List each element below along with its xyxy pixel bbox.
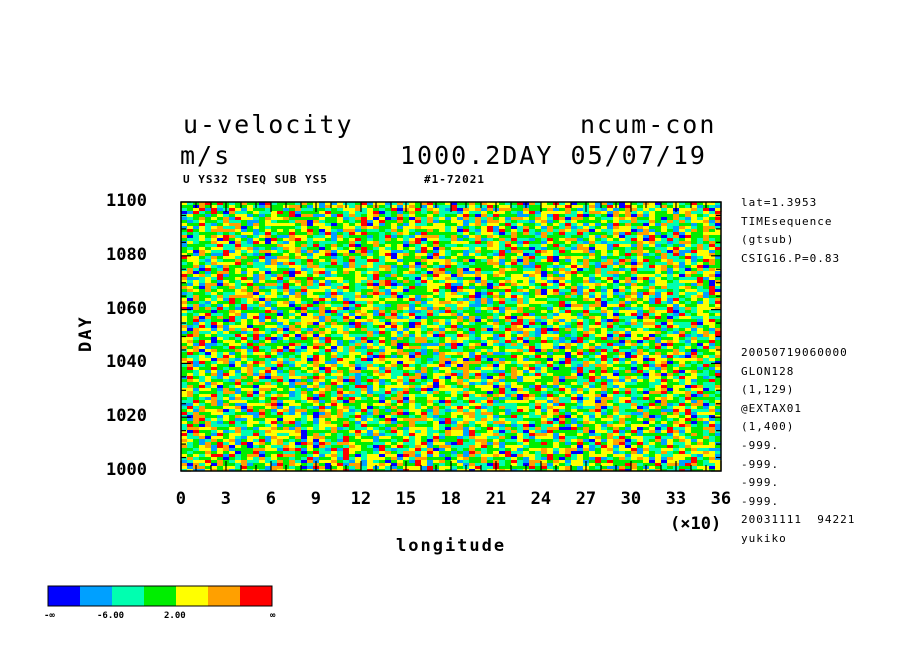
side-info-line: (gtsub): [741, 233, 795, 247]
colorbar-label: 2.00: [164, 611, 186, 621]
side-info-line: (1,400): [741, 420, 795, 434]
side-info-line: TIMEsequence: [741, 214, 833, 228]
side-info-line: (1,129): [741, 383, 795, 397]
y-tick-label: 1000: [106, 460, 147, 480]
axis-ticks: [180, 201, 722, 472]
side-info-line: lat=1.3953: [741, 196, 818, 209]
side-info-line: 20031111 94221: [741, 513, 856, 527]
x-multiplier-label: (×10): [670, 514, 722, 534]
colorbar-swatch: [144, 586, 176, 606]
side-info-line: 20050719060000: [741, 346, 848, 359]
y-tick-label: 1080: [106, 244, 147, 265]
side-info-line: -999.: [741, 476, 780, 490]
colorbar-label: ∞: [270, 611, 276, 621]
side-info-line: CSIG16.P=0.83: [741, 251, 841, 265]
time-stamp: 1000.2DAY 05/07/19: [400, 141, 707, 170]
colorbar-label: -6.00: [97, 611, 124, 621]
y-tick-label: 1060: [106, 298, 147, 319]
colorbar-swatch: [176, 586, 208, 606]
colorbar-swatch: [208, 586, 240, 606]
x-tick-label: 36: [710, 489, 732, 509]
units-label: m/s: [180, 141, 232, 170]
colorbar-label: -∞: [44, 611, 55, 621]
side-info-line: GLON128: [741, 364, 795, 378]
side-info-line: -999.: [741, 457, 780, 471]
chart-title: u-velocity: [183, 110, 354, 139]
colorbar-swatch: [112, 586, 144, 606]
colorbar-swatch: [48, 586, 80, 606]
y-tick-label: 1040: [106, 352, 147, 373]
side-info-line: yukiko: [741, 532, 787, 545]
x-tick-label: 9: [310, 489, 322, 509]
x-tick-label: 18: [440, 489, 462, 509]
side-info-line: @EXTAX01: [741, 401, 802, 415]
x-axis-label: longitude: [396, 536, 507, 556]
colorbar-swatch: [240, 586, 272, 606]
x-tick-label: 0: [175, 489, 187, 509]
x-tick-label: 30: [620, 489, 642, 509]
x-tick-label: 3: [220, 489, 232, 509]
variable-descriptor: U YS32 TSEQ SUB YS5: [183, 173, 328, 186]
y-axis-label: DAY: [76, 315, 96, 352]
colorbar: -∞ -6.00 2.00 ∞: [44, 585, 276, 621]
side-info-line: -999.: [741, 494, 780, 508]
x-tick-label: 33: [665, 489, 687, 509]
x-tick-label: 27: [575, 489, 597, 509]
experiment-name: ncum-con: [580, 110, 717, 139]
x-tick-label: 24: [530, 489, 552, 509]
side-info-line: -999.: [741, 439, 780, 452]
heatmap-cells: [181, 202, 722, 472]
record-range: #1-72021: [424, 173, 485, 186]
x-tick-label: 6: [265, 489, 277, 509]
colorbar-swatch: [80, 586, 112, 606]
y-tick-label: 1020: [106, 406, 147, 427]
x-tick-label: 12: [350, 489, 372, 509]
x-tick-label: 15: [395, 489, 417, 509]
y-tick-label: 1100: [106, 191, 147, 211]
x-tick-label: 21: [485, 489, 507, 509]
